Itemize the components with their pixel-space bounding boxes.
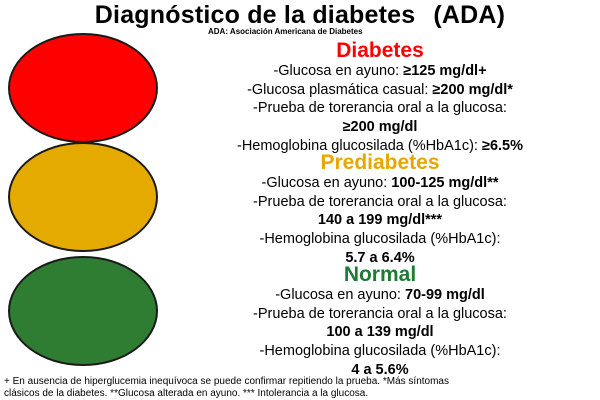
fasting-glucose-line: -Glucosa en ayuno: ≥125 mg/dl+ [273, 63, 487, 79]
page-title: Diagnóstico de la diabetes (ADA) [0, 1, 600, 29]
normal-heading: Normal [343, 263, 417, 286]
hba1c-label: -Hemoglobina glucosilada (%HbA1c): [259, 231, 501, 248]
tolerance-test-value: 100 a 139 mg/dl [326, 324, 434, 341]
hba1c-value: 5.7 a 6.4% [345, 249, 415, 266]
hba1c-label: -Hemoglobina glucosilada (%HbA1c): [259, 343, 501, 360]
prediabetes-section: Prediabetes -Glucosa en ayuno: 100-125 m… [160, 152, 600, 268]
tolerance-test-value: ≥200 mg/dl [342, 119, 418, 136]
casual-glucose-line: -Glucosa plasmática casual: ≥200 mg/dl* [247, 81, 513, 98]
yellow-light-icon [8, 142, 158, 252]
footnote-line-2: clásicos de la diabetes. **Glucosa alter… [4, 388, 369, 399]
hba1c-line: -Hemoglobina glucosilada (%HbA1c): ≥6.5% [236, 137, 524, 154]
red-light-icon [8, 33, 158, 143]
diabetes-heading: Diabetes [336, 39, 424, 62]
fasting-glucose-line: -Glucosa en ayuno: 100-125 mg/dl** [261, 175, 499, 191]
fasting-glucose-line: -Glucosa en ayuno: 70-99 mg/dl [275, 287, 485, 303]
title-main: Diagnóstico de la diabetes [94, 1, 416, 29]
footnote-line-1: + En ausencia de hiperglucemia inequívoc… [4, 376, 449, 387]
title-ada: (ADA) [433, 1, 506, 29]
hba1c-value: 4 a 5.6% [351, 361, 409, 378]
tolerance-test-label: -Prueba de torerancia oral a la glucosa: [253, 305, 507, 322]
tolerance-test-label: -Prueba de torerancia oral a la glucosa: [253, 193, 507, 210]
green-light-icon [8, 256, 158, 366]
prediabetes-heading: Prediabetes [320, 151, 440, 174]
normal-section: Normal -Glucosa en ayuno: 70-99 mg/dl -P… [160, 264, 600, 380]
footnote: + En ausencia de hiperglucemia inequívoc… [4, 376, 600, 400]
tolerance-test-label: -Prueba de torerancia oral a la glucosa: [253, 100, 507, 117]
diabetes-section: Diabetes -Glucosa en ayuno: ≥125 mg/dl+ … [160, 40, 600, 156]
subtitle: ADA: Asociación Americana de Diabetes [208, 27, 363, 36]
tolerance-test-value: 140 a 199 mg/dl*** [317, 212, 443, 229]
